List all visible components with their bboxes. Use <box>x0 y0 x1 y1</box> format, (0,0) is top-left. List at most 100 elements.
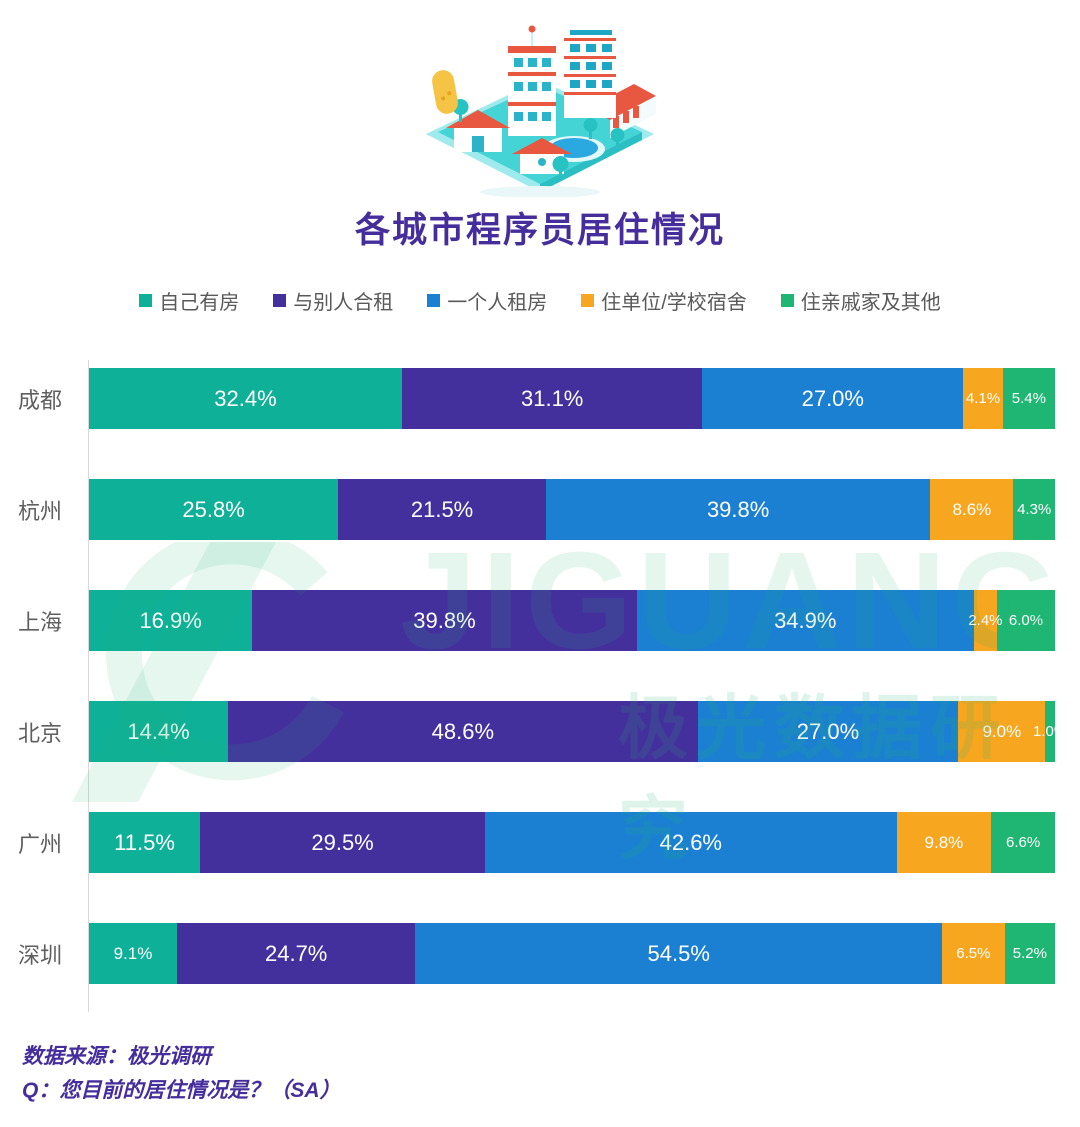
bar-segment: 54.5% <box>415 923 942 984</box>
bar-segment: 42.6% <box>485 812 897 873</box>
chart-row: 成都 32.4% 31.1% 27.0% 4.1% 5.4% <box>0 368 1080 429</box>
legend-item-label: 一个人租房 <box>447 292 548 314</box>
bar-segment-value: 29.5% <box>311 829 374 855</box>
bar-segment: 29.5% <box>200 812 486 873</box>
city-label: 杭州 <box>17 498 62 524</box>
bar-segment-value: 39.8% <box>413 607 476 633</box>
city-label: 成都 <box>17 387 62 413</box>
bar-segment: 5.4% <box>1002 368 1055 429</box>
bar-segment-value: 11.5% <box>114 829 175 855</box>
bar-segment: 2.4% <box>968 590 1003 651</box>
bar-segment: 11.5% <box>89 812 201 873</box>
bar-segment-value: 9.0% <box>982 721 1022 741</box>
bar-segment-value: 6.6% <box>1005 834 1041 851</box>
bar-segment: 34.9% <box>636 590 974 651</box>
bar-segment-value: 9.8% <box>924 832 964 852</box>
legend-marker-icon <box>427 294 441 307</box>
source-line-2: Q：您目前的居住情况是？（SA） <box>22 1079 341 1102</box>
bar-segment-value: 27.0% <box>801 385 864 411</box>
chart-legend: 自己有房 与别人合租 一个人租房 住单位/学校宿舍 住亲戚家及其他 <box>0 286 1080 315</box>
chart-rows: 成都 32.4% 31.1% 27.0% 4.1% 5.4% 杭州 25.8% 21.5%… <box>0 368 1080 1008</box>
bar-segment: 6.0% <box>997 590 1055 651</box>
bar-segment: 48.6% <box>228 701 698 762</box>
legend-marker-icon <box>273 294 287 307</box>
bar-segment-value: 6.5% <box>956 945 991 962</box>
bar-segment-value: 4.1% <box>965 390 1001 407</box>
chart-row: 杭州 25.8% 21.5% 39.8% 8.6% 4.3% <box>0 479 1080 540</box>
bar-segment: 9.0% <box>958 701 1046 762</box>
legend-item: 与别人合租 <box>273 286 393 315</box>
city-illustration-graphic <box>426 25 656 198</box>
bar-segment: 31.1% <box>401 368 703 429</box>
source-note: 数据来源：极光调研 Q：您目前的居住情况是？（SA） <box>22 1040 341 1108</box>
city-label: 深圳 <box>17 942 62 968</box>
legend-item-label: 自己有房 <box>159 292 240 314</box>
bar-segment: 1.0% <box>1033 701 1067 762</box>
bar-segment-value: 6.0% <box>1008 612 1044 629</box>
bar-segment: 14.4% <box>89 701 229 762</box>
bar-segment-value: 9.1% <box>113 943 153 963</box>
legend-item-label: 住单位/学校宿舍 <box>601 292 747 314</box>
legend-item-label: 住亲戚家及其他 <box>800 292 941 314</box>
bar-segment-value: 34.9% <box>774 607 837 633</box>
stacked-bar: 25.8% 21.5% 39.8% 8.6% 4.3% <box>89 479 1055 540</box>
stacked-bar: 16.9% 39.8% 34.9% 2.4% 6.0% <box>89 590 1055 651</box>
bar-segment: 5.2% <box>1004 923 1055 984</box>
bar-segment: 39.8% <box>545 479 931 540</box>
bar-segment-value: 4.3% <box>1017 501 1052 518</box>
bar-segment-value: 27.0% <box>796 718 860 744</box>
chart-row: 深圳 9.1% 24.7% 54.5% 6.5% 5.2% <box>0 923 1080 984</box>
bar-segment-value: 54.5% <box>647 940 710 966</box>
bar-segment-value: 31.1% <box>520 385 584 411</box>
legend-item-label: 与别人合租 <box>293 292 394 314</box>
bar-segment: 27.0% <box>702 368 964 429</box>
bar-segment-value: 24.7% <box>264 940 328 966</box>
bar-segment: 4.1% <box>963 368 1003 429</box>
source-line-1: 数据来源：极光调研 <box>22 1045 211 1068</box>
bar-segment: 4.3% <box>1013 479 1055 540</box>
stacked-bar: 9.1% 24.7% 54.5% 6.5% 5.2% <box>89 923 1055 984</box>
bar-segment-value: 2.4% <box>968 612 1003 629</box>
bar-segment: 25.8% <box>89 479 339 540</box>
bar-segment: 27.0% <box>697 701 959 762</box>
y-axis-line <box>88 360 89 1012</box>
bar-segment: 39.8% <box>252 590 637 651</box>
city-label: 上海 <box>17 609 62 635</box>
bar-segment: 21.5% <box>338 479 546 540</box>
stacked-bar: 14.4% 48.6% 27.0% 9.0% 1.0% <box>89 701 1067 762</box>
legend-item: 住亲戚家及其他 <box>780 286 941 315</box>
bar-segment: 16.9% <box>89 590 253 651</box>
bar-segment-value: 16.9% <box>139 607 202 633</box>
bar-segment-value: 32.4% <box>214 385 277 411</box>
chart-row: 北京 14.4% 48.6% 27.0% 9.0% 1.0% <box>0 701 1080 762</box>
city-label: 广州 <box>17 831 62 857</box>
bar-segment-value: 39.8% <box>706 496 770 522</box>
bar-segment-value: 5.2% <box>1012 945 1047 962</box>
bar-segment: 6.5% <box>941 923 1005 984</box>
bar-segment: 6.6% <box>991 812 1055 873</box>
bar-segment-value: 21.5% <box>410 496 474 522</box>
bar-segment: 9.1% <box>89 923 177 984</box>
chart-row: 广州 11.5% 29.5% 42.6% 9.8% 6.6% <box>0 812 1080 873</box>
stacked-bar: 32.4% 31.1% 27.0% 4.1% 5.4% <box>89 368 1055 429</box>
legend-marker-icon <box>139 294 153 307</box>
bar-segment: 8.6% <box>930 479 1014 540</box>
legend-item: 住单位/学校宿舍 <box>581 286 747 315</box>
bar-segment: 9.8% <box>896 812 992 873</box>
bar-segment: 24.7% <box>176 923 416 984</box>
legend-item: 一个人租房 <box>427 286 547 315</box>
bar-segment-value: 25.8% <box>182 496 245 522</box>
legend-item: 自己有房 <box>139 286 239 315</box>
page-title: 各城市程序员居住情况 <box>354 211 725 250</box>
city-label: 北京 <box>17 720 62 746</box>
bar-segment-value: 48.6% <box>431 718 495 744</box>
city-illustration <box>420 12 660 202</box>
legend-marker-icon <box>581 294 595 307</box>
chart-row: 上海 16.9% 39.8% 34.9% 2.4% 6.0% <box>0 590 1080 651</box>
bar-segment-value: 42.6% <box>659 829 722 855</box>
bar-segment-value: 14.4% <box>127 718 190 744</box>
bar-segment-value: 8.6% <box>952 499 992 519</box>
bar-segment-value: 5.4% <box>1011 390 1046 407</box>
bar-segment-value: 1.0% <box>1033 723 1068 740</box>
